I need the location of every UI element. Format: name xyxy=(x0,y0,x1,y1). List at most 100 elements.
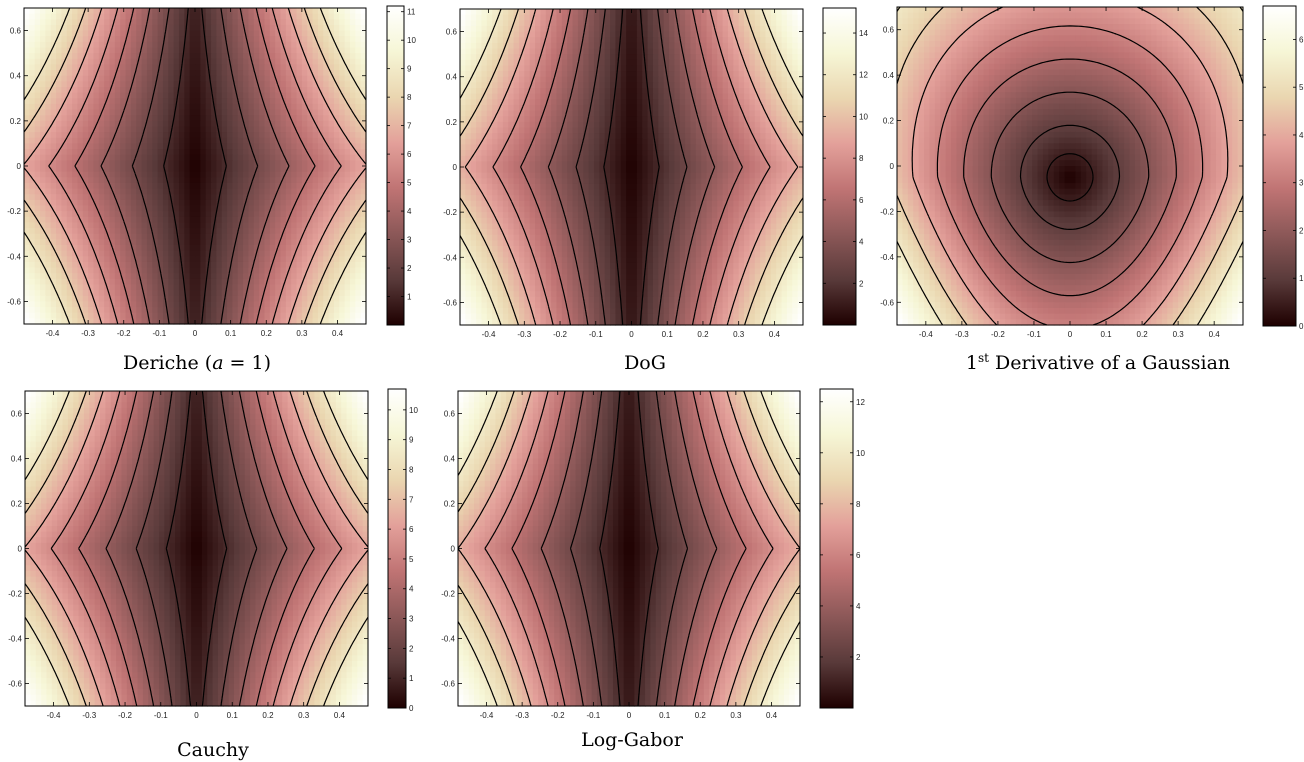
heatmap-cell xyxy=(323,115,329,121)
heatmap-cell xyxy=(307,273,313,279)
heatmap-cell xyxy=(465,65,471,71)
heatmap-cell xyxy=(281,87,287,93)
heatmap-cell xyxy=(685,54,691,60)
heatmap-cell xyxy=(126,149,132,155)
heatmap-cell xyxy=(696,54,702,60)
heatmap-cell xyxy=(680,105,686,111)
heatmap-cell xyxy=(136,104,142,110)
heatmap-cell xyxy=(216,279,222,285)
heatmap-cell xyxy=(51,256,57,262)
heatmap-cell xyxy=(77,76,83,82)
heatmap-cell xyxy=(339,143,345,149)
heatmap-cell xyxy=(142,228,148,234)
heatmap-cell xyxy=(248,222,254,228)
heatmap-cell xyxy=(329,48,335,54)
heatmap-cell xyxy=(297,273,303,279)
heatmap-cell xyxy=(583,54,589,60)
heatmap-cell xyxy=(307,228,313,234)
heatmap-cell xyxy=(685,43,691,49)
heatmap-cell xyxy=(152,262,158,268)
heatmap-cell xyxy=(29,268,35,274)
heatmap-cell xyxy=(115,104,121,110)
heatmap-cell xyxy=(115,222,121,228)
heatmap-cell xyxy=(195,149,201,155)
heatmap-cell xyxy=(696,99,702,105)
heatmap-cell xyxy=(626,32,632,38)
heatmap-cell xyxy=(120,76,126,82)
heatmap-cell xyxy=(567,37,573,43)
heatmap-cell xyxy=(514,49,520,55)
heatmap-cell xyxy=(701,111,707,117)
heatmap-cell xyxy=(270,301,276,307)
x-tick-label: 0 xyxy=(193,329,198,338)
heatmap-cell xyxy=(264,234,270,240)
heatmap-cell xyxy=(99,256,105,262)
heatmap-cell xyxy=(573,9,579,15)
heatmap-cell xyxy=(195,138,201,144)
heatmap-cell xyxy=(211,290,217,296)
heatmap-cell xyxy=(29,160,35,166)
heatmap-cell xyxy=(206,206,212,212)
heatmap-cell xyxy=(313,110,319,116)
heatmap-cell xyxy=(318,166,324,172)
heatmap-cell xyxy=(297,59,303,65)
heatmap-cell xyxy=(503,65,509,71)
heatmap-cell xyxy=(669,37,675,43)
heatmap-cell xyxy=(35,42,41,48)
heatmap-cell xyxy=(211,53,217,59)
heatmap-cell xyxy=(190,245,196,251)
heatmap-cell xyxy=(297,206,303,212)
heatmap-cell xyxy=(573,94,579,100)
heatmap-cell xyxy=(345,115,351,121)
heatmap-cell xyxy=(40,14,46,20)
heatmap-cell xyxy=(728,54,734,60)
heatmap-cell xyxy=(286,256,292,262)
heatmap-cell xyxy=(168,301,174,307)
heatmap-cell xyxy=(190,234,196,240)
heatmap-cell xyxy=(514,105,520,111)
heatmap-cell xyxy=(67,166,73,172)
heatmap-cell xyxy=(147,273,153,279)
heatmap-cell xyxy=(206,93,212,99)
heatmap-cell xyxy=(653,43,659,49)
heatmap-cell xyxy=(318,183,324,189)
heatmap-cell xyxy=(190,48,196,54)
heatmap-cell xyxy=(126,256,132,262)
heatmap-cell xyxy=(632,26,638,32)
heatmap-cell xyxy=(254,189,260,195)
heatmap-cell xyxy=(238,313,244,319)
heatmap-cell xyxy=(29,132,35,138)
heatmap-cell xyxy=(222,239,228,245)
heatmap-cell xyxy=(275,177,281,183)
heatmap-cell xyxy=(514,32,520,38)
heatmap-cell xyxy=(51,138,57,144)
heatmap-cell xyxy=(56,93,62,99)
heatmap-cell xyxy=(648,49,654,55)
heatmap-cell xyxy=(723,15,729,21)
heatmap-cell xyxy=(685,26,691,32)
heatmap-cell xyxy=(530,49,536,55)
heatmap-cell xyxy=(248,307,254,313)
heatmap-cell xyxy=(163,59,169,65)
x-tick-label: 0.3 xyxy=(296,329,308,338)
heatmap-cell xyxy=(61,172,67,178)
heatmap-cell xyxy=(264,127,270,133)
heatmap-cell xyxy=(264,31,270,37)
heatmap-cell xyxy=(546,71,552,77)
heatmap-cell xyxy=(632,37,638,43)
heatmap-cell xyxy=(313,93,319,99)
heatmap-cell xyxy=(222,138,228,144)
heatmap-cell xyxy=(243,177,249,183)
heatmap-cell xyxy=(61,127,67,133)
heatmap-cell xyxy=(530,111,536,117)
heatmap-cell xyxy=(562,65,568,71)
heatmap-cell xyxy=(72,307,78,313)
heatmap-cell xyxy=(339,36,345,42)
heatmap-cell xyxy=(190,36,196,42)
heatmap-cell xyxy=(77,138,83,144)
heatmap-cell xyxy=(56,172,62,178)
heatmap-cell xyxy=(152,8,158,14)
heatmap-cell xyxy=(222,234,228,240)
heatmap-cell xyxy=(131,217,137,223)
heatmap-cell xyxy=(615,15,621,21)
